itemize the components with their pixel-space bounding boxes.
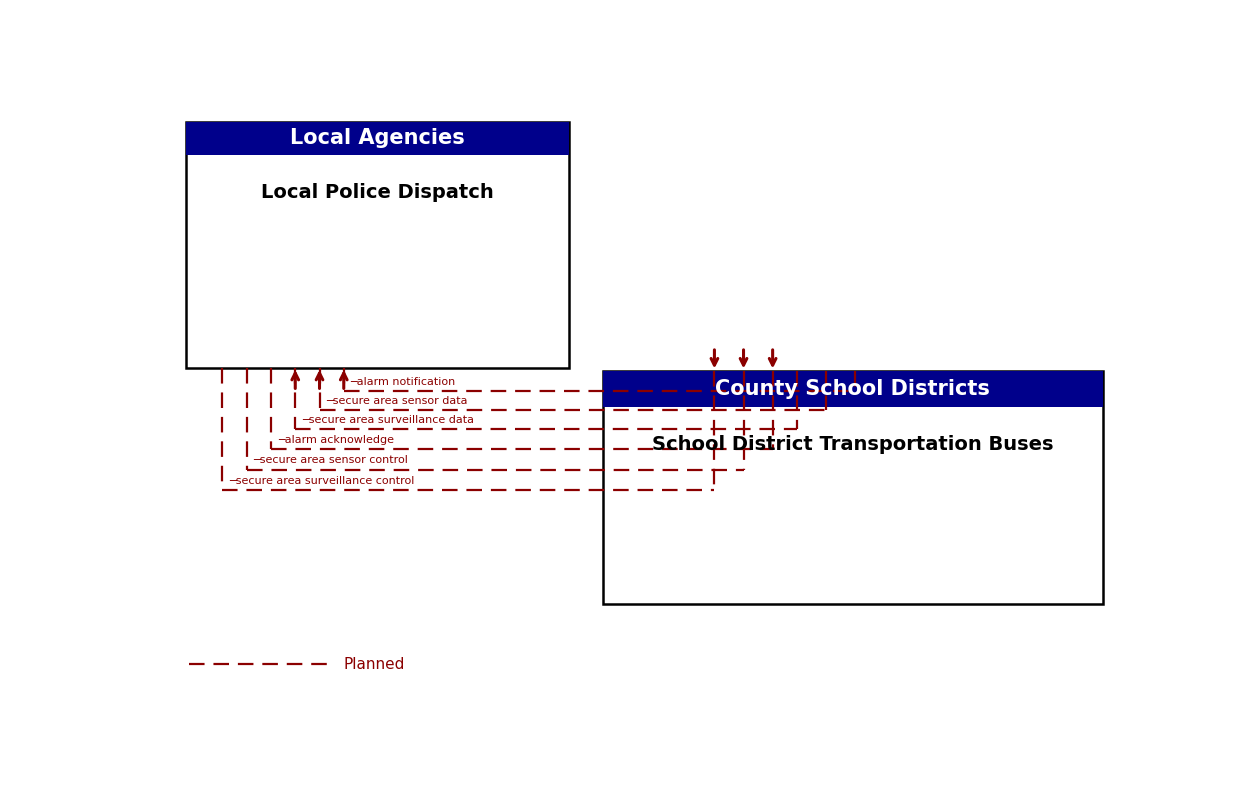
Bar — [185, 122, 568, 368]
Text: Local Agencies: Local Agencies — [290, 128, 464, 149]
Bar — [185, 122, 568, 155]
Text: ─alarm acknowledge: ─alarm acknowledge — [278, 435, 394, 444]
Text: ─secure area sensor data: ─secure area sensor data — [327, 396, 468, 406]
Text: ─secure area sensor control: ─secure area sensor control — [253, 455, 408, 465]
Bar — [602, 371, 1103, 604]
Text: School District Transportation Buses: School District Transportation Buses — [652, 435, 1053, 454]
Text: ─secure area surveillance control: ─secure area surveillance control — [229, 476, 414, 486]
Text: Local Police Dispatch: Local Police Dispatch — [260, 183, 493, 202]
Text: Planned: Planned — [344, 657, 406, 672]
Bar — [602, 371, 1103, 407]
Text: ─secure area surveillance data: ─secure area surveillance data — [302, 415, 475, 425]
Text: County School Districts: County School Districts — [715, 379, 990, 399]
Text: ─alarm notification: ─alarm notification — [351, 377, 456, 387]
